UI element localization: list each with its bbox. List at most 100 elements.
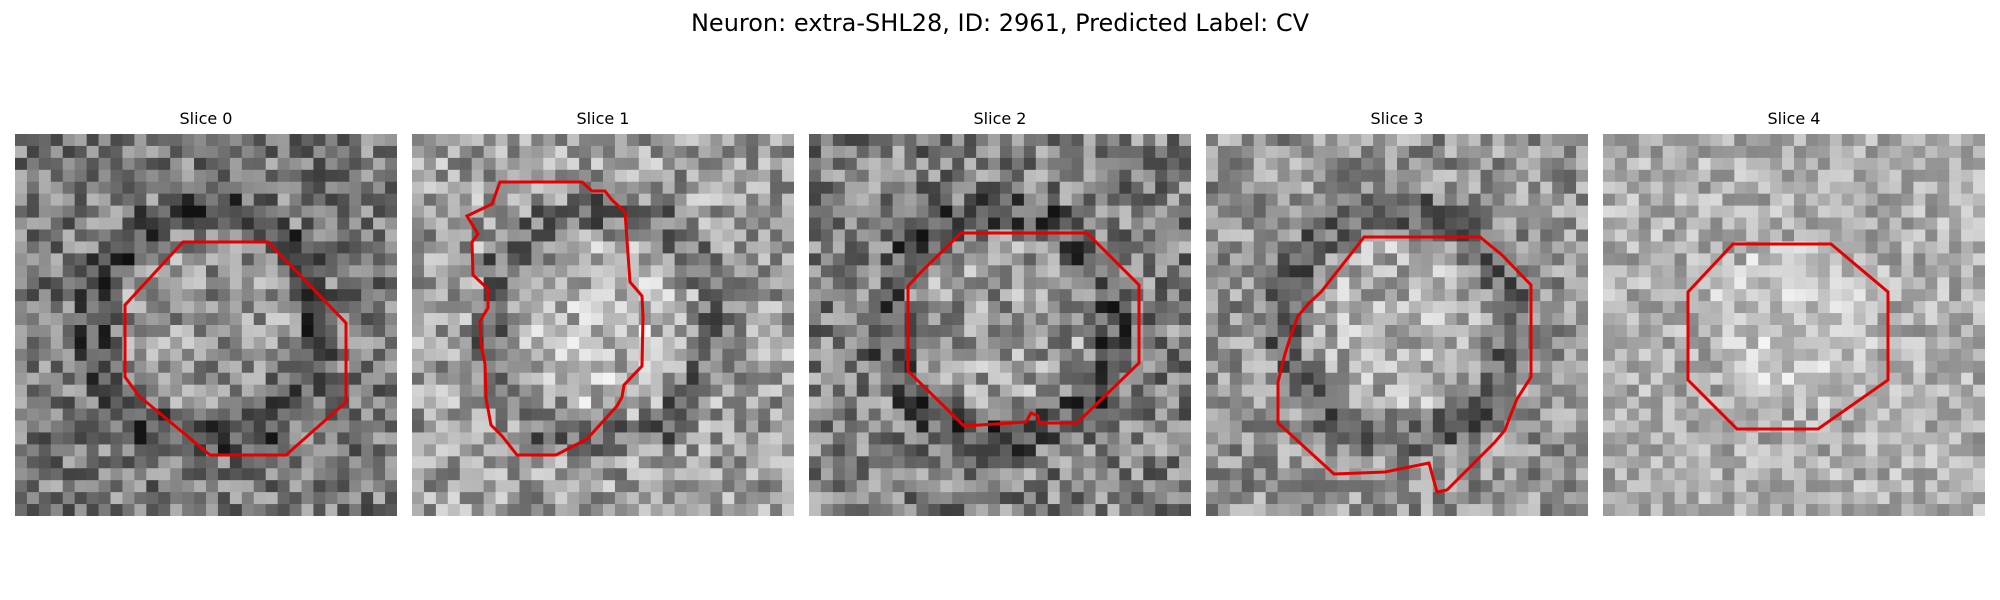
pixel-cell bbox=[746, 253, 759, 266]
pixel-cell bbox=[1456, 253, 1470, 266]
pixel-cell bbox=[1143, 181, 1156, 195]
pixel-cell bbox=[1432, 157, 1446, 171]
pixel-cell bbox=[892, 301, 906, 314]
pixel-cell bbox=[1889, 348, 1903, 362]
pixel-cell bbox=[1000, 348, 1013, 362]
pixel-cell bbox=[1770, 229, 1783, 243]
pixel-cell bbox=[412, 241, 425, 254]
pixel-cell bbox=[253, 492, 267, 505]
pixel-cell bbox=[1949, 205, 1962, 219]
pixel-cell bbox=[1492, 492, 1506, 505]
pixel-cell bbox=[519, 325, 532, 338]
pixel-cell bbox=[1913, 372, 1926, 386]
pixel-cell bbox=[447, 169, 461, 183]
pixel-cell bbox=[289, 157, 303, 171]
pixel-cell bbox=[964, 157, 977, 171]
pixel-cell bbox=[1603, 193, 1616, 207]
pixel-cell bbox=[98, 408, 112, 422]
pixel-cell bbox=[1734, 289, 1747, 302]
pixel-cell bbox=[253, 301, 267, 314]
pixel-cell bbox=[134, 432, 147, 445]
pixel-cell bbox=[1217, 408, 1231, 422]
pixel-cell bbox=[928, 456, 941, 469]
pixel-cell bbox=[1206, 492, 1219, 505]
pixel-cell bbox=[1265, 372, 1279, 386]
pixel-cell bbox=[868, 360, 882, 374]
pixel-cell bbox=[976, 456, 989, 469]
pixel-cell bbox=[686, 396, 700, 410]
pixel-cell bbox=[844, 145, 858, 159]
pixel-cell bbox=[1564, 372, 1577, 386]
pixel-cell bbox=[1119, 205, 1132, 219]
pixel-cell bbox=[1301, 134, 1315, 147]
pixel-cell bbox=[86, 372, 100, 386]
pixel-cell bbox=[1770, 372, 1783, 386]
pixel-cell bbox=[758, 372, 771, 386]
pixel-cell bbox=[349, 253, 362, 266]
pixel-cell bbox=[483, 420, 497, 434]
pixel-cell bbox=[158, 134, 171, 147]
pixel-cell bbox=[591, 360, 604, 374]
pixel-cell bbox=[880, 157, 894, 171]
pixel-cell bbox=[662, 145, 676, 159]
pixel-cell bbox=[638, 253, 652, 266]
pixel-cell bbox=[591, 145, 604, 159]
pixel-cell bbox=[758, 301, 771, 314]
pixel-cell bbox=[1576, 444, 1588, 457]
pixel-cell bbox=[74, 217, 88, 231]
pixel-cell bbox=[1206, 432, 1219, 445]
pixel-cell bbox=[1626, 157, 1640, 171]
pixel-cell bbox=[1540, 241, 1553, 254]
pixel-cell bbox=[579, 313, 592, 326]
pixel-cell bbox=[1253, 420, 1267, 434]
pixel-cell bbox=[809, 277, 822, 290]
pixel-cell bbox=[698, 241, 712, 254]
pixel-cell bbox=[373, 134, 386, 147]
pixel-cell bbox=[1408, 301, 1422, 314]
pixel-cell bbox=[1564, 265, 1577, 278]
pixel-cell bbox=[1913, 384, 1926, 398]
pixel-cell bbox=[435, 134, 449, 147]
pixel-cell bbox=[1217, 444, 1231, 457]
pixel-cell bbox=[265, 265, 279, 278]
pixel-cell bbox=[988, 181, 1001, 195]
pixel-cell bbox=[423, 432, 437, 445]
pixel-cell bbox=[1253, 408, 1267, 422]
pixel-cell bbox=[964, 289, 977, 302]
pixel-cell bbox=[1638, 444, 1652, 457]
pixel-cell bbox=[1638, 134, 1652, 147]
pixel-cell bbox=[1083, 134, 1097, 147]
pixel-cell bbox=[1889, 313, 1903, 326]
pixel-cell bbox=[698, 468, 712, 481]
pixel-cell bbox=[686, 432, 700, 445]
pixel-cell bbox=[373, 432, 386, 445]
pixel-cell bbox=[217, 181, 231, 195]
pixel-cell bbox=[638, 336, 652, 350]
pixel-cell bbox=[940, 384, 953, 398]
pixel-cell bbox=[1480, 313, 1494, 326]
pixel-cell bbox=[1119, 432, 1132, 445]
pixel-cell bbox=[423, 360, 437, 374]
pixel-cell bbox=[770, 241, 783, 254]
pixel-cell bbox=[1444, 468, 1458, 481]
pixel-cell bbox=[591, 456, 604, 469]
pixel-cell bbox=[746, 360, 759, 374]
pixel-cell bbox=[435, 169, 449, 183]
pixel-cell bbox=[447, 157, 461, 171]
pixel-cell bbox=[1603, 205, 1616, 219]
pixel-cell bbox=[1626, 420, 1640, 434]
pixel-cell bbox=[1385, 193, 1398, 207]
pixel-cell bbox=[1349, 289, 1362, 302]
pixel-cell bbox=[459, 134, 473, 147]
pixel-cell bbox=[1540, 456, 1553, 469]
pixel-cell bbox=[1698, 241, 1712, 254]
pixel-cell bbox=[1000, 456, 1013, 469]
pixel-cell bbox=[1468, 384, 1482, 398]
pixel-cell bbox=[1397, 265, 1410, 278]
pixel-cell bbox=[579, 468, 592, 481]
pixel-cell bbox=[1877, 241, 1891, 254]
pixel-cell bbox=[928, 217, 941, 231]
pixel-cell bbox=[349, 134, 362, 147]
pixel-cell bbox=[555, 420, 568, 434]
pixel-cell bbox=[1674, 169, 1688, 183]
